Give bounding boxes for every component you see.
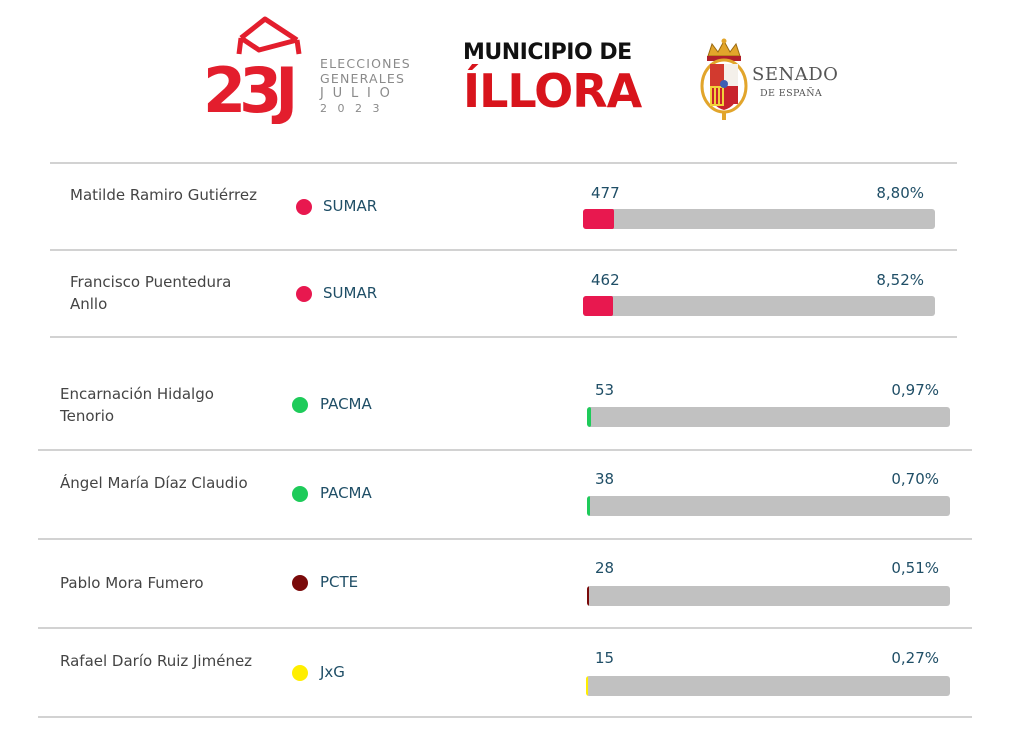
municipality-title: MUNICIPIO DE ÍLLORA	[463, 40, 653, 115]
logo-line-generales: GENERALES	[320, 71, 406, 86]
vote-count: 15	[595, 649, 615, 667]
vote-bar	[583, 296, 935, 316]
vote-bar	[587, 586, 950, 606]
divider	[38, 538, 972, 540]
senado-logo: SENADO DE ESPAÑA	[698, 38, 848, 122]
divider	[50, 336, 957, 338]
party-label: PCTE	[320, 573, 359, 591]
party-label: PACMA	[320, 395, 372, 413]
vote-count: 477	[591, 184, 620, 202]
party-color-dot	[296, 286, 312, 302]
ballot-envelope-icon: 23J	[203, 16, 302, 124]
candidate-name: Rafael Darío Ruiz Jiménez	[60, 652, 253, 670]
coat-of-arms-icon	[700, 38, 748, 120]
candidate-name: Pablo Mora Fumero	[60, 574, 204, 592]
logo-line-julio: JULIO	[320, 86, 399, 101]
table-row: Pablo Mora Fumero PCTE 28 0,51%	[0, 541, 1024, 627]
table-row: Rafael Darío Ruiz Jiménez JxG 15 0,27%	[0, 630, 1024, 716]
svg-text:23J: 23J	[203, 54, 293, 124]
party-color-dot	[292, 486, 308, 502]
vote-count: 53	[595, 381, 615, 399]
table-row: Encarnación Hidalgo Tenorio PACMA 53 0,9…	[0, 363, 1024, 449]
party-color-dot	[292, 397, 308, 413]
candidate-name: Francisco Puentedura Anllo	[70, 273, 232, 313]
vote-bar-fill	[583, 296, 613, 316]
logo-wordmark: ELECCIONES GENERALES JULIO 2023	[320, 56, 411, 116]
vote-bar-fill	[587, 496, 590, 516]
vote-bar	[587, 496, 950, 516]
senado-country: DE ESPAÑA	[760, 88, 823, 99]
table-row: Francisco Puentedura Anllo SUMAR 462 8,5…	[0, 251, 1024, 337]
vote-percentage: 0,27%	[891, 649, 939, 667]
candidate-name: Matilde Ramiro Gutiérrez	[70, 186, 257, 204]
vote-bar	[586, 676, 950, 696]
logo-line-year: 2023	[320, 102, 390, 115]
party-label: JxG	[320, 663, 345, 681]
vote-bar-fill	[586, 676, 588, 696]
vote-bar-fill	[587, 407, 591, 427]
vote-bar-fill	[583, 209, 614, 229]
party-label: PACMA	[320, 484, 372, 502]
party-color-dot	[292, 575, 308, 591]
candidate-name: Ángel María Díaz Claudio	[60, 474, 248, 492]
party-color-dot	[292, 665, 308, 681]
divider	[38, 449, 972, 451]
party-color-dot	[296, 199, 312, 215]
party-label: SUMAR	[323, 284, 378, 302]
divider	[38, 627, 972, 629]
vote-bar-fill	[587, 586, 589, 606]
table-row: Matilde Ramiro Gutiérrez SUMAR 477 8,80%	[0, 164, 1024, 250]
municipality-prefix: MUNICIPIO DE	[463, 40, 632, 65]
logo-line-elecciones: ELECCIONES	[320, 56, 411, 71]
vote-count: 38	[595, 470, 615, 488]
divider	[50, 162, 957, 164]
vote-bar	[587, 407, 950, 427]
municipality-name: ÍLLORA	[463, 64, 642, 118]
senado-name: SENADO	[752, 64, 839, 85]
header: 23J ELECCIONES GENERALES JULIO 2023 MUNI…	[0, 0, 1024, 150]
vote-percentage: 8,80%	[876, 184, 924, 202]
elecciones-23j-logo: 23J ELECCIONES GENERALES JULIO 2023	[203, 14, 418, 124]
vote-bar	[583, 209, 935, 229]
vote-percentage: 8,52%	[876, 271, 924, 289]
vote-count: 28	[595, 559, 615, 577]
candidate-name: Encarnación Hidalgo Tenorio	[60, 385, 214, 425]
vote-count: 462	[591, 271, 620, 289]
vote-percentage: 0,97%	[891, 381, 939, 399]
divider	[50, 249, 957, 251]
vote-percentage: 0,70%	[891, 470, 939, 488]
divider	[38, 716, 972, 718]
party-label: SUMAR	[323, 197, 378, 215]
vote-percentage: 0,51%	[891, 559, 939, 577]
table-row: Ángel María Díaz Claudio PACMA 38 0,70%	[0, 452, 1024, 538]
